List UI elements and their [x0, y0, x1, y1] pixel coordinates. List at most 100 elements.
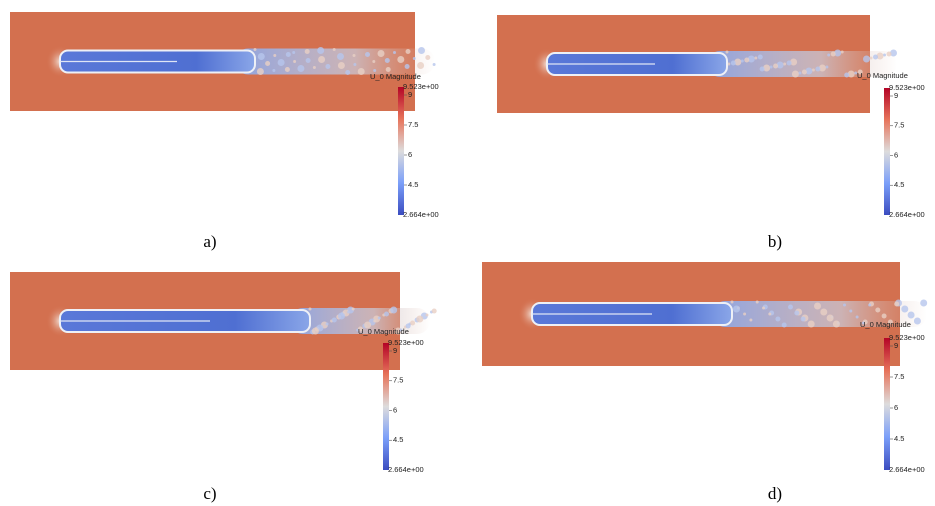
- wake-eddy: [378, 50, 385, 57]
- wake-eddy: [733, 306, 740, 313]
- wake-eddy: [258, 53, 265, 60]
- wake-eddy: [768, 313, 771, 316]
- wake-eddy: [758, 55, 763, 60]
- caption: b): [768, 232, 782, 251]
- colorbar-tick-label: 4.5: [894, 434, 904, 443]
- wake-eddy: [353, 63, 356, 66]
- wake-eddy: [338, 313, 345, 320]
- wake-eddy: [309, 308, 312, 311]
- colorbar: [884, 88, 890, 215]
- wake-eddy: [285, 67, 290, 72]
- wake: [235, 49, 435, 75]
- colorbar-min: 2.664e+00: [388, 465, 424, 474]
- wake-eddy: [731, 61, 736, 66]
- colorbar-title: U_0 Magnitude: [358, 327, 409, 336]
- wake-eddy: [756, 301, 759, 304]
- colorbar-tick-label: 4.5: [894, 180, 904, 189]
- wake-eddy: [894, 302, 899, 307]
- wake-eddy: [849, 310, 852, 313]
- colorbar-tick-label: 7.5: [408, 120, 418, 129]
- wake-eddy: [901, 306, 908, 313]
- colorbar-tick-label: 7.5: [894, 121, 904, 130]
- wake-eddy: [333, 48, 336, 51]
- panel: U_0 Magnitude9.523e+0097.564.52.664e+00c…: [10, 272, 437, 503]
- wake-eddy: [920, 300, 927, 307]
- wake-eddy: [393, 51, 396, 54]
- wake-eddy: [820, 309, 827, 316]
- wake-eddy: [337, 53, 344, 60]
- wake-eddy: [305, 49, 310, 54]
- wake-eddy: [338, 62, 345, 69]
- wake-eddy: [788, 305, 793, 310]
- wake-eddy: [726, 51, 729, 54]
- wake-eddy: [787, 61, 792, 66]
- wake-eddy: [358, 68, 365, 75]
- caption: c): [203, 484, 216, 503]
- wake-eddy: [731, 301, 734, 304]
- wake-eddy: [345, 70, 350, 75]
- colorbar: [884, 338, 890, 470]
- wake-eddy: [406, 49, 411, 54]
- wake-eddy: [762, 307, 765, 310]
- colorbar-title: U_0 Magnitude: [860, 320, 911, 329]
- wake-eddy: [353, 54, 356, 57]
- colorbar-min: 2.664e+00: [889, 210, 925, 219]
- wake-eddy: [378, 317, 381, 320]
- wake-eddy: [875, 308, 880, 313]
- wake-eddy: [347, 311, 350, 314]
- colorbar: [383, 343, 389, 470]
- colorbar: [398, 87, 404, 215]
- wake-eddy: [749, 319, 752, 322]
- wake-eddy: [775, 317, 780, 322]
- colorbar-tick-label: 6: [894, 403, 898, 412]
- wake-eddy: [278, 59, 285, 66]
- wake-eddy: [257, 68, 264, 75]
- wake-eddy: [317, 47, 324, 54]
- wake-eddy: [433, 63, 436, 66]
- wake-eddy: [390, 307, 397, 314]
- wake-eddy: [868, 304, 871, 307]
- wake-eddy: [292, 51, 295, 54]
- caption: a): [203, 232, 216, 251]
- wake-eddy: [265, 61, 270, 66]
- wake-eddy: [887, 52, 892, 57]
- wake-eddy: [418, 47, 425, 54]
- panel: U_0 Magnitude9.523e+0097.564.52.664e+00b…: [497, 15, 925, 251]
- colorbar-tick-label: 6: [393, 405, 397, 414]
- wake-eddy: [814, 303, 821, 310]
- wake-eddy: [312, 328, 319, 335]
- wake-eddy: [325, 64, 330, 69]
- wake-eddy: [856, 316, 859, 319]
- wake-eddy: [365, 52, 370, 57]
- wake-eddy: [760, 67, 765, 72]
- wake-eddy: [808, 321, 815, 328]
- wake-eddy: [397, 56, 404, 63]
- wake-eddy: [306, 58, 311, 63]
- colorbar-tick-label: 9: [894, 341, 898, 350]
- wake-eddy: [802, 70, 807, 75]
- wake-eddy: [426, 314, 429, 317]
- wake-eddy: [794, 311, 799, 316]
- panel: U_0 Magnitude9.523e+0097.564.52.664e+00d…: [482, 262, 927, 503]
- wake-eddy: [254, 48, 257, 51]
- wake-eddy: [332, 318, 337, 323]
- wake-eddy: [373, 320, 376, 323]
- wake-eddy: [908, 312, 915, 319]
- colorbar-tick-label: 6: [894, 150, 898, 159]
- caption: d): [768, 484, 782, 503]
- colorbar-min: 2.664e+00: [403, 210, 439, 219]
- wake-eddy: [827, 315, 834, 322]
- wake-eddy: [425, 55, 430, 60]
- colorbar-min: 2.664e+00: [889, 465, 925, 474]
- wake-eddy: [273, 54, 276, 57]
- wake-eddy: [815, 67, 820, 72]
- wake-eddy: [385, 58, 390, 63]
- wake-eddy: [744, 58, 749, 63]
- wake-eddy: [384, 312, 389, 317]
- wake-eddy: [326, 323, 329, 326]
- colorbar-title: U_0 Magnitude: [857, 71, 908, 80]
- wake-eddy: [405, 64, 410, 69]
- wake-eddy: [417, 62, 424, 69]
- colorbar-tick-label: 4.5: [393, 435, 403, 444]
- wake-eddy: [827, 54, 830, 57]
